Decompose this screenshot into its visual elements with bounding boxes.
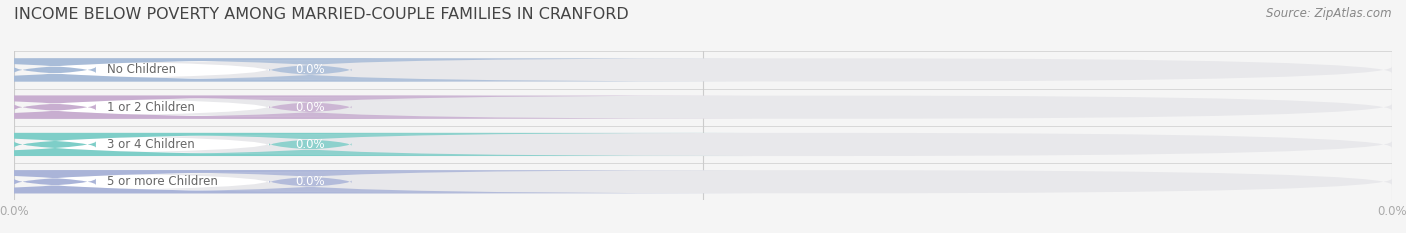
Text: INCOME BELOW POVERTY AMONG MARRIED-COUPLE FAMILIES IN CRANFORD: INCOME BELOW POVERTY AMONG MARRIED-COUPL… xyxy=(14,7,628,22)
FancyBboxPatch shape xyxy=(0,97,439,117)
FancyBboxPatch shape xyxy=(0,170,751,193)
Text: 5 or more Children: 5 or more Children xyxy=(107,175,218,188)
FancyBboxPatch shape xyxy=(14,96,1392,119)
FancyBboxPatch shape xyxy=(0,60,439,80)
Text: 3 or 4 Children: 3 or 4 Children xyxy=(107,138,195,151)
FancyBboxPatch shape xyxy=(14,133,1392,156)
Text: 0.0%: 0.0% xyxy=(295,175,325,188)
FancyBboxPatch shape xyxy=(14,170,1392,193)
Text: 0.0%: 0.0% xyxy=(295,101,325,114)
Text: 1 or 2 Children: 1 or 2 Children xyxy=(107,101,195,114)
FancyBboxPatch shape xyxy=(0,133,565,156)
FancyBboxPatch shape xyxy=(0,170,565,193)
Text: 0.0%: 0.0% xyxy=(295,63,325,76)
FancyBboxPatch shape xyxy=(0,135,439,154)
FancyBboxPatch shape xyxy=(0,58,751,82)
FancyBboxPatch shape xyxy=(0,133,751,156)
Text: Source: ZipAtlas.com: Source: ZipAtlas.com xyxy=(1267,7,1392,20)
FancyBboxPatch shape xyxy=(0,96,751,119)
FancyBboxPatch shape xyxy=(0,96,565,119)
FancyBboxPatch shape xyxy=(14,58,1392,82)
Text: 0.0%: 0.0% xyxy=(295,138,325,151)
FancyBboxPatch shape xyxy=(0,58,565,82)
FancyBboxPatch shape xyxy=(0,172,439,192)
Text: No Children: No Children xyxy=(107,63,176,76)
